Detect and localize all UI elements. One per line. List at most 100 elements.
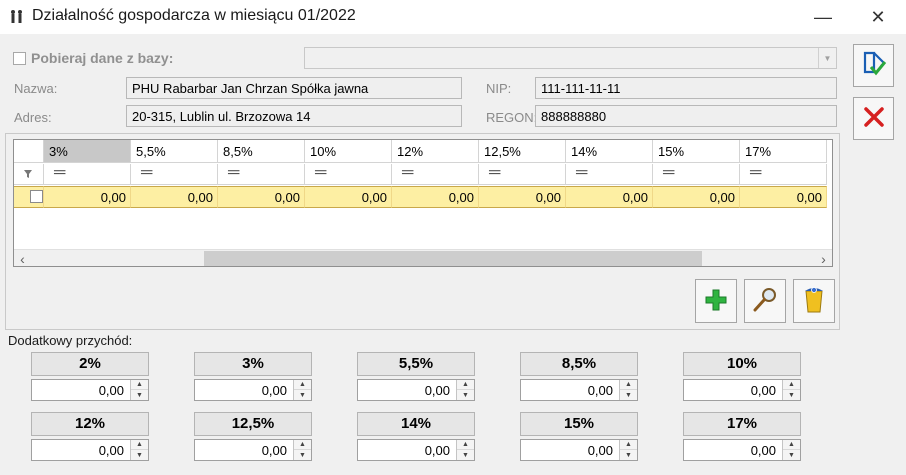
spin-up-icon[interactable]: ▲ — [294, 380, 311, 390]
spin-down-icon[interactable]: ▼ — [299, 391, 306, 399]
nip-field[interactable]: 111-111-11-11 — [535, 77, 837, 99]
rate-stepper[interactable]: 0,00 ▲ ▼ — [357, 439, 475, 461]
scroll-right-icon[interactable]: › — [821, 250, 826, 267]
spin-down-icon[interactable]: ▼ — [788, 391, 795, 399]
spin-down-icon[interactable]: ▼ — [788, 451, 795, 459]
rate-value[interactable]: 0,00 — [750, 443, 776, 458]
regon-field[interactable]: 888888880 — [535, 105, 837, 127]
rate-stepper[interactable]: 0,00 ▲ ▼ — [520, 379, 638, 401]
filter-cell[interactable]: ═ — [740, 164, 827, 185]
filter-cell[interactable]: ═ — [479, 164, 566, 185]
scroll-left-icon[interactable]: ‹ — [20, 250, 25, 267]
delete-button[interactable] — [793, 279, 835, 323]
column-header[interactable]: 8,5% — [218, 140, 305, 163]
rate-value[interactable]: 0,00 — [98, 383, 124, 398]
spin-down-icon[interactable]: ▼ — [299, 451, 306, 459]
spin-down-icon[interactable]: ▼ — [462, 451, 469, 459]
table-cell[interactable]: 0,00 — [392, 186, 479, 208]
spin-down-icon[interactable]: ▼ — [136, 391, 143, 399]
rate-stepper[interactable]: 0,00 ▲ ▼ — [683, 379, 801, 401]
spin-down-icon[interactable]: ▼ — [136, 451, 143, 459]
column-header[interactable]: 5,5% — [131, 140, 218, 163]
filter-cell[interactable]: ═ — [44, 164, 131, 185]
column-header[interactable]: 12,5% — [479, 140, 566, 163]
table-cell[interactable]: 0,00 — [740, 186, 827, 208]
fetch-label: Pobieraj dane z bazy: — [31, 50, 174, 66]
cancel-button[interactable] — [853, 97, 894, 140]
column-header[interactable]: 10% — [305, 140, 392, 163]
rate-value[interactable]: 0,00 — [261, 383, 287, 398]
add-button[interactable] — [695, 279, 737, 323]
table-cell[interactable]: 0,00 — [218, 186, 305, 208]
window-title: Działalność gospodarcza w miesiącu 01/20… — [32, 7, 356, 24]
rate-stepper[interactable]: 0,00 ▲ ▼ — [194, 379, 312, 401]
rate-header: 14% — [357, 412, 475, 436]
rate-stepper[interactable]: 0,00 ▲ ▼ — [31, 439, 149, 461]
table-cell[interactable]: 0,00 — [305, 186, 392, 208]
rate-value[interactable]: 0,00 — [750, 383, 776, 398]
rate-stepper[interactable]: 0,00 ▲ ▼ — [194, 439, 312, 461]
spin-down-icon[interactable]: ▼ — [462, 391, 469, 399]
table-cell[interactable]: 0,00 — [131, 186, 218, 208]
table-cell[interactable]: 0,00 — [653, 186, 740, 208]
rate-value[interactable]: 0,00 — [587, 383, 613, 398]
row-select-cell[interactable] — [14, 186, 44, 208]
filter-cell[interactable]: ═ — [305, 164, 392, 185]
extra-income-label: Dodatkowy przychód: — [8, 333, 133, 348]
filter-cell[interactable]: ═ — [392, 164, 479, 185]
spin-down-icon[interactable]: ▼ — [625, 391, 632, 399]
filter-icon[interactable] — [14, 164, 44, 185]
rate-value[interactable]: 0,00 — [587, 443, 613, 458]
rate-value[interactable]: 0,00 — [98, 443, 124, 458]
filter-cell[interactable]: ═ — [131, 164, 218, 185]
address-field[interactable]: 20-315, Lublin ul. Brzozowa 14 — [126, 105, 462, 127]
spin-up-icon[interactable]: ▲ — [131, 440, 148, 450]
regon-label: REGON: — [486, 110, 538, 125]
fetch-checkbox[interactable] — [13, 52, 26, 65]
spin-up-icon[interactable]: ▲ — [294, 440, 311, 450]
chevron-down-icon[interactable]: ▼ — [818, 48, 836, 68]
rate-header: 12,5% — [194, 412, 312, 436]
rate-header: 12% — [31, 412, 149, 436]
row-checkbox[interactable] — [30, 190, 43, 203]
table-cell[interactable]: 0,00 — [566, 186, 653, 208]
cancel-icon — [862, 105, 886, 132]
minimize-button[interactable]: — — [814, 6, 832, 27]
column-header[interactable]: 14% — [566, 140, 653, 163]
rate-value[interactable]: 0,00 — [261, 443, 287, 458]
scroll-thumb[interactable] — [204, 251, 702, 266]
rate-stepper[interactable]: 0,00 ▲ ▼ — [357, 379, 475, 401]
column-header[interactable]: 12% — [392, 140, 479, 163]
close-button[interactable]: ✕ — [870, 6, 886, 27]
save-icon — [860, 50, 888, 81]
column-header[interactable]: 15% — [653, 140, 740, 163]
filter-cell[interactable]: ═ — [218, 164, 305, 185]
name-field[interactable]: PHU Rabarbar Jan Chrzan Spółka jawna — [126, 77, 462, 99]
spin-up-icon[interactable]: ▲ — [783, 440, 800, 450]
preview-button[interactable] — [744, 279, 786, 323]
spin-up-icon[interactable]: ▲ — [131, 380, 148, 390]
rate-value[interactable]: 0,00 — [424, 383, 450, 398]
table-cell[interactable]: 0,00 — [44, 186, 131, 208]
spin-up-icon[interactable]: ▲ — [457, 440, 474, 450]
rate-stepper[interactable]: 0,00 ▲ ▼ — [683, 439, 801, 461]
spin-up-icon[interactable]: ▲ — [620, 380, 637, 390]
spin-up-icon[interactable]: ▲ — [457, 380, 474, 390]
table-cell[interactable]: 0,00 — [479, 186, 566, 208]
rate-stepper[interactable]: 0,00 ▲ ▼ — [520, 439, 638, 461]
column-header[interactable]: 3% — [44, 140, 131, 163]
filter-cell[interactable]: ═ — [653, 164, 740, 185]
horizontal-scrollbar[interactable]: ‹ › — [14, 249, 832, 266]
save-button[interactable] — [853, 44, 894, 87]
filter-cell[interactable]: ═ — [566, 164, 653, 185]
rate-value[interactable]: 0,00 — [424, 443, 450, 458]
database-combo[interactable]: ▼ — [304, 47, 837, 69]
name-label: Nazwa: — [14, 81, 58, 96]
rates-grid[interactable]: 3% 5,5% 8,5% 10% 12% 12,5% 14% 15% 17% ═… — [13, 139, 833, 267]
spin-down-icon[interactable]: ▼ — [625, 451, 632, 459]
rate-stepper[interactable]: 0,00 ▲ ▼ — [31, 379, 149, 401]
spin-up-icon[interactable]: ▲ — [620, 440, 637, 450]
rate-header: 15% — [520, 412, 638, 436]
spin-up-icon[interactable]: ▲ — [783, 380, 800, 390]
column-header[interactable]: 17% — [740, 140, 827, 163]
